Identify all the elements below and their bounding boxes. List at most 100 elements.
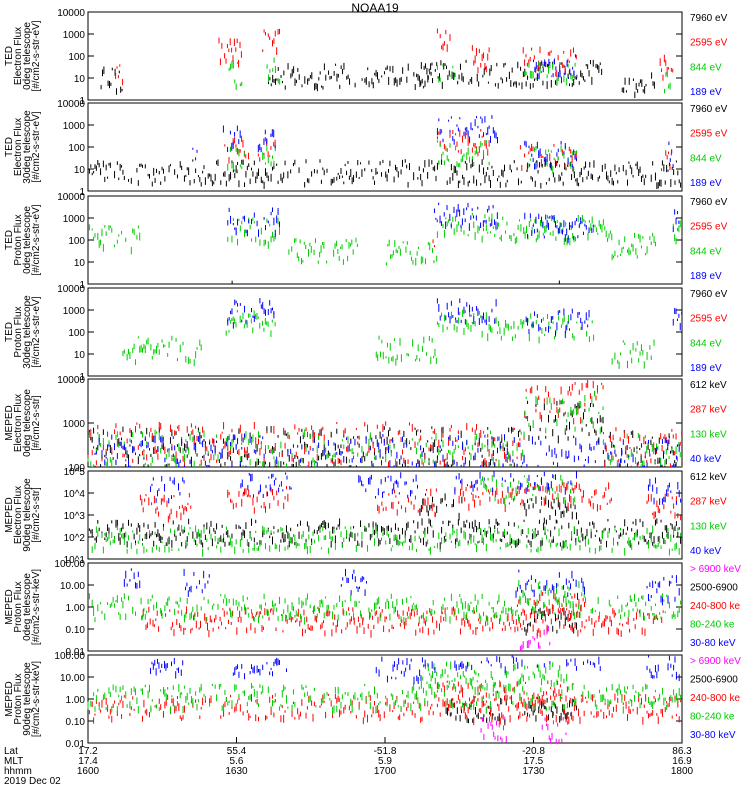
ytick-label: 100 — [68, 52, 85, 63]
ytick-label: 1 — [79, 280, 85, 291]
ytick-label: 10 — [74, 350, 86, 361]
legend-entry: 844 eV — [690, 62, 722, 73]
series-ted-p-30-2 — [122, 309, 655, 369]
ytick-label: 100 — [68, 143, 85, 154]
legend-entry: 844 eV — [690, 246, 722, 257]
ylabel-line: TED — [4, 230, 15, 250]
ytick-label: 10000 — [57, 375, 85, 386]
ytick-label: 1000 — [63, 30, 86, 41]
panel-frame — [87, 195, 683, 285]
ytick-label: 0.01 — [66, 647, 86, 658]
ytick-label: 100 — [68, 236, 85, 247]
ytick-label: 100.00 — [54, 559, 85, 570]
ytick-label: 1000 — [63, 306, 86, 317]
ylabel-line: [#/cm2-s-str] — [31, 487, 42, 543]
series-meped-e-90-3 — [150, 471, 682, 505]
series-ted-p-0-3 — [227, 202, 680, 244]
legend-entry: 40 keV — [690, 546, 721, 557]
legend-entry: 612 keV — [690, 472, 727, 483]
ytick-label: 0.10 — [66, 625, 86, 636]
legend-entry: 80-240 ke — [690, 620, 735, 631]
ytick-label: 10^1 — [64, 555, 86, 566]
panel-frame — [87, 287, 683, 377]
ytick-label: 1.00 — [66, 603, 86, 614]
ylabel-line: Proton Flux — [13, 581, 24, 632]
series-meped-p-0-4 — [123, 568, 680, 606]
legend-entry: 287 keV — [690, 497, 727, 508]
ylabel-line: MEPED — [4, 497, 15, 533]
series-ted-e-0-0 — [100, 59, 655, 99]
ylabel-line: [#/cm2-s-str-eV] — [31, 296, 42, 367]
series-meped-e-0-1 — [87, 379, 683, 467]
legend-entry: 2595 eV — [690, 314, 728, 325]
panel-frame — [87, 11, 683, 101]
ytick-label: 100 — [68, 463, 85, 474]
ytick-label: 1000 — [63, 121, 86, 132]
ylabel-line: 0deg telescope — [22, 573, 33, 641]
ylabel-line: TED — [4, 46, 15, 66]
ylabel-line: Electron Flux — [13, 394, 24, 452]
legend-entry: 130 keV — [690, 521, 727, 532]
legend-entry: 2595 eV — [690, 38, 728, 49]
series-ted-e-30-1 — [224, 129, 672, 172]
ylabel-line: Electron Flux — [13, 27, 24, 85]
series-meped-e-90-2 — [91, 474, 682, 557]
ytick-label: 1 — [79, 96, 85, 107]
series-ted-e-30-3 — [192, 115, 674, 171]
ylabel-line: [#/cm2-s-str-eV] — [31, 111, 42, 182]
ytick-label: 1 — [79, 187, 85, 198]
ytick-label: 10^5 — [64, 467, 86, 478]
ytick-label: 10 — [74, 74, 86, 85]
legend-entry: 7960 eV — [690, 197, 728, 208]
legend-entry: 612 keV — [690, 380, 727, 391]
legend-entry: 7960 eV — [690, 289, 728, 300]
series-meped-e-90-0 — [87, 493, 682, 550]
ytick-label: 10^4 — [64, 489, 86, 500]
ytick-label: 10.00 — [60, 581, 85, 592]
ytick-label: 10000 — [57, 8, 85, 19]
ylabel-line: 0deg telescope — [22, 22, 33, 90]
series-ted-p-30-3 — [227, 297, 683, 339]
legend-entry: 844 eV — [690, 338, 722, 349]
ylabel-line: [#/cm2-s-str-keV] — [31, 569, 42, 645]
series-ted-p-0-0 — [231, 280, 560, 284]
ytick-label: 10000 — [57, 192, 85, 203]
ytick-label: 10 — [74, 258, 86, 269]
ylabel-line: Electron Flux — [13, 486, 24, 544]
legend-entry: 130 keV — [690, 429, 727, 440]
ylabel-line: 30deg telescope — [22, 110, 33, 184]
ylabel-line: 0deg telescope — [22, 206, 33, 274]
ytick-label: 1000 — [63, 419, 86, 430]
series-meped-e-90-1 — [139, 482, 682, 523]
legend-entry: 2500-6900 — [690, 583, 738, 594]
ylabel-line: Proton Flux — [13, 214, 24, 265]
legend-entry: 189 eV — [690, 363, 722, 374]
legend-entry: 240-800 ke — [690, 601, 740, 612]
legend-entry: 844 eV — [690, 153, 722, 164]
ytick-label: 10000 — [57, 284, 85, 295]
ylabel-line: MEPED — [4, 405, 15, 441]
ytick-label: 10000 — [57, 99, 85, 110]
series-ted-e-0-3 — [533, 54, 578, 84]
series-meped-p-0-3 — [88, 579, 682, 626]
legend-entry: 287 keV — [690, 405, 727, 416]
ytick-label: 1 — [79, 372, 85, 383]
legend-entry: 189 eV — [690, 87, 722, 98]
ylabel-line: MEPED — [4, 589, 15, 625]
ytick-label: 10 — [74, 165, 86, 176]
ytick-label: 100 — [68, 328, 85, 339]
ytick-label: 1000 — [63, 214, 86, 225]
ylabel-line: TED — [4, 322, 15, 342]
panel-frame — [87, 562, 683, 652]
legend-entry: 189 eV — [690, 271, 722, 282]
series-meped-p-0-2 — [141, 591, 664, 638]
ytick-label: 10^2 — [64, 533, 86, 544]
series-ted-e-30-0 — [87, 159, 682, 190]
